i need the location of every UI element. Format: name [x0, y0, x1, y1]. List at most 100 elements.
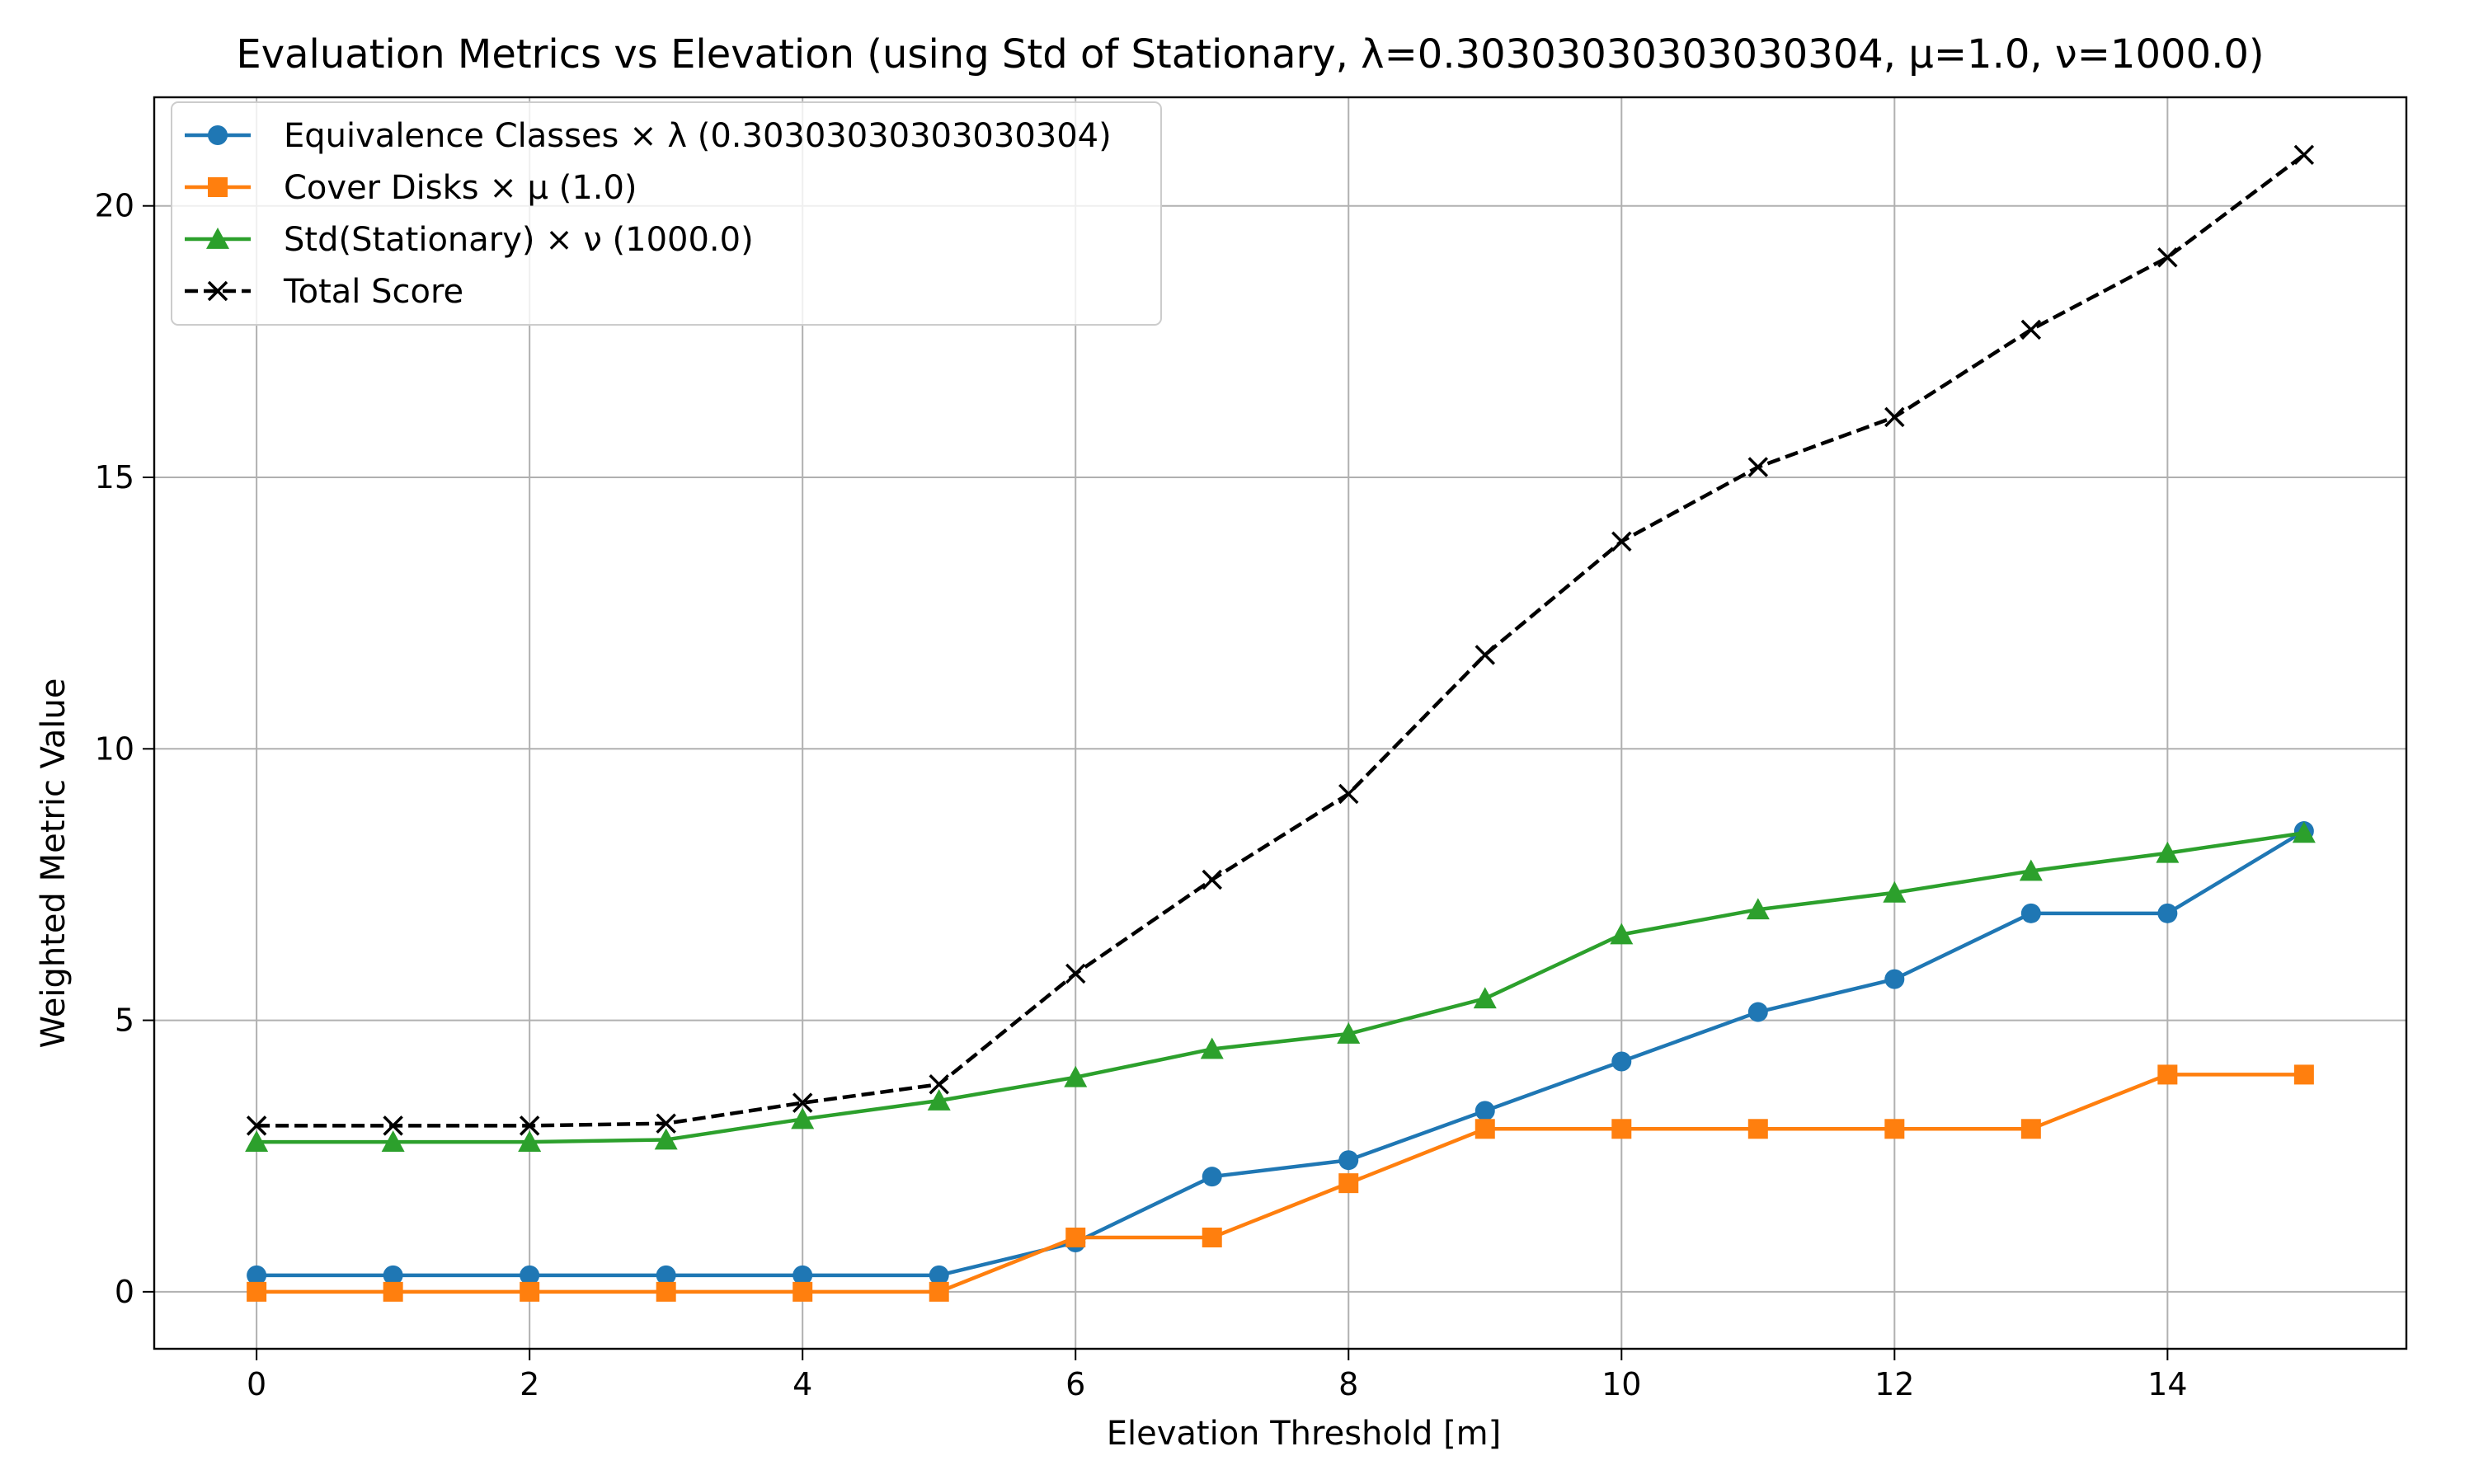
y-tick-label: 10: [95, 730, 134, 767]
data-point: [519, 1115, 540, 1136]
data-point: [1064, 1065, 1088, 1087]
data-point: [1338, 1150, 1359, 1171]
data-point: [654, 1128, 678, 1150]
data-point: [1200, 1037, 1224, 1059]
series-line: [256, 1073, 2304, 1294]
legend-marker: [208, 125, 228, 145]
x-marker-stroke: [1884, 406, 1905, 428]
data-point: [2157, 903, 2178, 923]
data-point: [2020, 903, 2041, 923]
legend-label: Equivalence Classes × λ (0.3030303030303…: [284, 117, 1112, 155]
data-point: [1884, 1119, 1905, 1139]
data-point: [1338, 1173, 1359, 1194]
data-point: [520, 1281, 540, 1302]
data-point: [1475, 1119, 1495, 1139]
legend-item: Equivalence Classes × λ (0.3030303030303…: [185, 117, 1112, 155]
data-point: [793, 1265, 813, 1285]
x-marker-stroke: [2157, 247, 2178, 268]
y-tick-label: 0: [115, 1274, 134, 1310]
data-point: [1202, 1227, 1222, 1247]
x-marker-stroke: [929, 1074, 949, 1095]
legend: Equivalence Classes × λ (0.3030303030303…: [171, 101, 1162, 326]
data-point: [929, 1281, 949, 1302]
data-point: [1883, 881, 1907, 903]
data-point: [1611, 1051, 1632, 1072]
data-point: [246, 1115, 267, 1136]
x-axis-label: Elevation Threshold [m]: [1107, 1415, 1502, 1453]
data-point: [656, 1113, 676, 1134]
data-point: [518, 1130, 542, 1152]
chart-title: Evaluation Metrics vs Elevation (using S…: [236, 31, 2264, 77]
data-point: [1475, 1101, 1495, 1121]
data-point: [1065, 963, 1086, 984]
x-tick-label: 6: [1065, 1366, 1085, 1402]
data-point: [656, 1265, 676, 1285]
axis-ticks: 0 2 4 6 8 10 12 14 0 5 10 15 20: [95, 188, 2188, 1402]
data-point: [247, 1265, 267, 1285]
data-point: [792, 1092, 813, 1113]
y-tick-label: 5: [115, 1003, 134, 1039]
data-point: [2292, 821, 2316, 843]
series-3: [246, 144, 2315, 1136]
x-marker-stroke: [2020, 319, 2042, 340]
x-tick-label: 2: [520, 1366, 539, 1402]
x-marker-stroke: [207, 280, 228, 302]
x-marker-stroke: [519, 1115, 540, 1136]
x-marker-stroke: [792, 1092, 813, 1113]
data-point: [247, 1281, 267, 1302]
data-point: [383, 1115, 403, 1136]
legend-marker: [208, 177, 228, 197]
data-point: [1747, 1002, 1768, 1022]
x-tick-label: 12: [1874, 1366, 1914, 1402]
data-point: [1884, 406, 1905, 428]
x-marker-stroke: [1202, 869, 1222, 890]
x-marker-stroke: [2293, 144, 2315, 166]
x-tick-label: 14: [2147, 1366, 2187, 1402]
series-layer: [245, 144, 2316, 1302]
data-point: [791, 1107, 815, 1129]
x-marker-stroke: [383, 1115, 403, 1136]
data-point: [2157, 247, 2178, 268]
legend-label: Std(Stationary) × ν (1000.0): [284, 221, 754, 259]
legend-marker: [207, 280, 228, 302]
grid-lines: [154, 97, 2406, 1349]
data-point: [929, 1074, 949, 1095]
series-0: [247, 821, 2314, 1285]
y-tick-label: 20: [95, 188, 134, 224]
data-point: [1202, 869, 1222, 890]
plot-area-frame: [153, 96, 2408, 1350]
x-marker-stroke: [1611, 531, 1632, 552]
x-tick-label: 4: [793, 1366, 812, 1402]
x-marker-stroke: [1747, 457, 1769, 477]
x-marker-stroke: [656, 1113, 676, 1134]
x-tick-label: 10: [1602, 1366, 1641, 1402]
legend-item: Std(Stationary) × ν (1000.0): [185, 221, 754, 259]
data-point: [1473, 987, 1497, 1009]
data-point: [929, 1265, 949, 1285]
data-point: [383, 1281, 403, 1302]
data-point: [2293, 144, 2315, 166]
data-point: [2019, 859, 2043, 881]
data-point: [927, 1089, 951, 1111]
data-point: [245, 1130, 269, 1152]
data-point: [383, 1265, 403, 1285]
series-line: [256, 829, 2306, 1278]
data-point: [2157, 1064, 2178, 1085]
data-point: [2156, 841, 2180, 863]
data-point: [2020, 319, 2042, 340]
legend-item: Total Score: [185, 273, 463, 311]
x-marker-stroke: [1475, 645, 1496, 665]
data-point: [1884, 969, 1905, 989]
legend-marker: [206, 228, 229, 249]
x-marker-stroke: [246, 1115, 267, 1136]
x-tick-label: 0: [247, 1366, 266, 1402]
y-axis-label: Weighted Metric Value: [35, 679, 73, 1049]
series-line: [256, 153, 2306, 1128]
data-point: [1338, 783, 1359, 805]
legend-box: [171, 101, 1162, 326]
data-point: [1475, 645, 1496, 665]
data-point: [1337, 1022, 1361, 1044]
series-2: [245, 821, 2316, 1152]
data-point: [381, 1130, 405, 1152]
